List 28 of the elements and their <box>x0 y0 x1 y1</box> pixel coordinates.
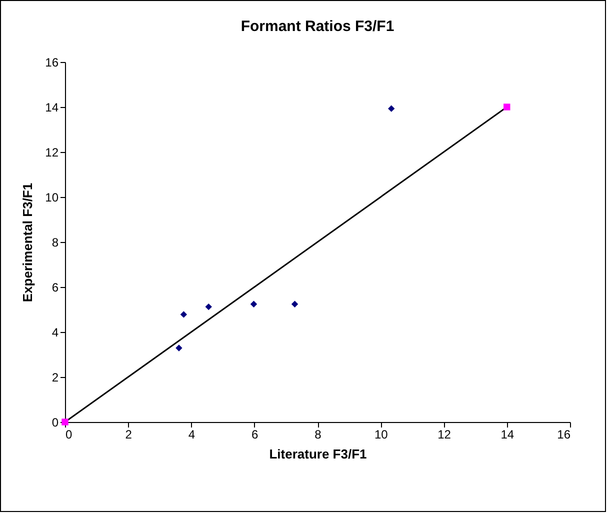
point <box>205 303 212 310</box>
x-tick-label: 0 <box>66 428 72 442</box>
point <box>388 105 395 112</box>
y-tick-label: 4 <box>52 326 59 340</box>
y-tick-label: 12 <box>45 146 59 160</box>
x-tick-label: 14 <box>500 428 514 442</box>
point <box>180 311 188 318</box>
y-tick-label: 0 <box>52 416 59 430</box>
y-tick-label: 16 <box>45 56 59 70</box>
x-axis-title: Literature F3/F1 <box>269 446 367 462</box>
point <box>291 300 298 308</box>
x-tick-label: 16 <box>557 428 571 442</box>
x-tick-label: 6 <box>252 428 259 442</box>
point <box>250 300 258 308</box>
y-tick-label: 10 <box>45 190 59 204</box>
x-tick-label: 8 <box>314 428 322 442</box>
x-tick-label: 2 <box>125 428 132 442</box>
x-tick-label: 4 <box>188 428 196 442</box>
x-tick-label: 10 <box>374 428 388 442</box>
y-axis-title: Experimental F3/F1 <box>20 182 36 302</box>
point <box>176 344 182 352</box>
y-tick-label: 2 <box>52 370 59 384</box>
y-tick-label: 14 <box>45 100 59 114</box>
point <box>504 104 510 110</box>
x-tick-label: 12 <box>438 428 452 442</box>
y-tick-label: 8 <box>52 236 59 250</box>
y-tick-label: 6 <box>52 280 59 294</box>
chart-title: Formant Ratios F3/F1 <box>240 18 394 35</box>
